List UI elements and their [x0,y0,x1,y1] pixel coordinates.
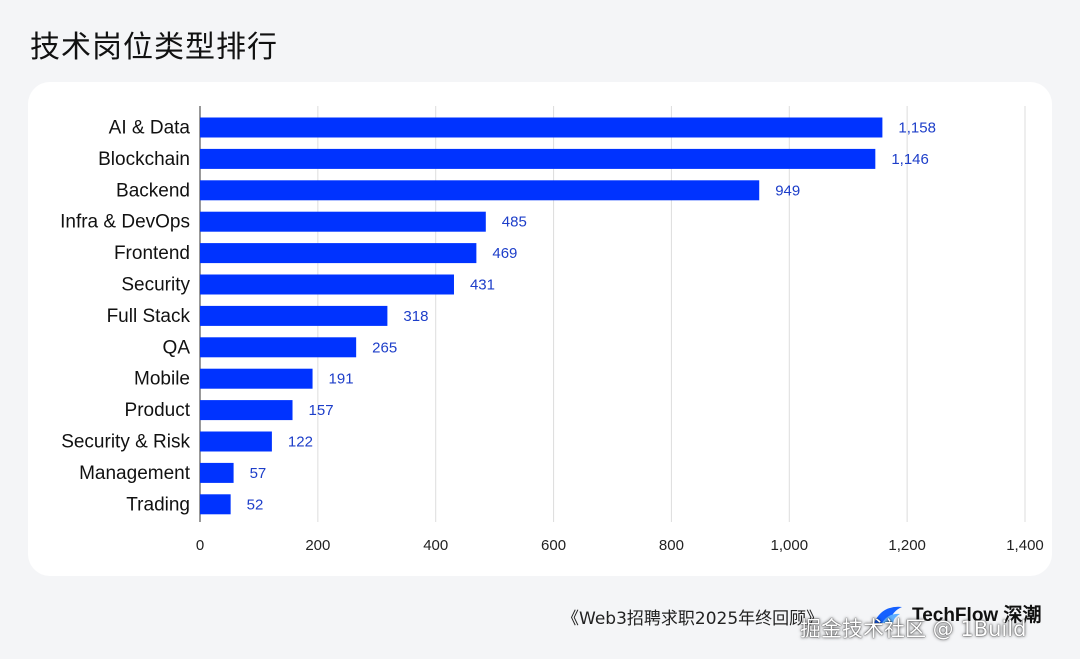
category-label: AI & Data [109,118,191,139]
category-label: Security & Risk [61,432,190,453]
category-label: Backend [116,180,190,201]
x-tick-label: 200 [305,537,330,554]
category-label: Trading [126,494,190,515]
value-label: 485 [502,214,527,231]
bar [200,274,454,295]
category-label: Product [125,400,191,421]
category-label: Infra & DevOps [60,212,190,233]
x-tick-label: 1,200 [888,537,926,554]
value-label: 191 [329,371,354,388]
x-tick-label: 0 [196,537,204,554]
value-label: 157 [309,402,334,419]
category-label: Frontend [114,243,190,264]
x-tick-label: 600 [541,537,566,554]
chart-title: 技术岗位类型排行 [30,30,278,65]
category-label: Management [79,463,191,484]
value-label: 57 [250,465,267,482]
value-label: 949 [775,182,800,199]
x-tick-label: 1,400 [1006,537,1044,554]
x-tick-label: 400 [423,537,448,554]
bar [200,180,760,201]
techflow-logo-icon [874,606,902,623]
x-tick-label: 800 [659,537,684,554]
category-label: Security [121,275,190,296]
brand-name: TechFlow 深潮 [912,605,1042,626]
bar [200,368,313,389]
bar-chart: 0 200 400 600 800 1,000 1,200 1,400 AI & Data 1,1… [60,106,1044,554]
bar [200,431,272,452]
value-label: 318 [403,308,428,325]
bar [200,305,388,326]
value-label: 469 [492,245,517,262]
bar [200,211,486,232]
value-label: 1,158 [898,120,936,137]
category-label: Full Stack [107,306,191,327]
value-label: 265 [372,339,397,356]
bar [200,462,234,483]
bar [200,117,883,138]
value-label: 122 [288,434,313,451]
x-tick-label: 1,000 [771,537,809,554]
source-caption: 《Web3招聘求职2025年终回顾》 [562,609,824,629]
bar [200,148,876,169]
category-label: QA [163,337,191,358]
value-label: 52 [247,496,264,513]
watermark: 掘金技术社区 @ 1Build [800,617,1027,641]
chart-card: 0 200 400 600 800 1,000 1,200 1,400 AI & Data 1,1… [28,82,1052,576]
bar [200,400,293,421]
category-label: Blockchain [98,149,190,170]
brand: TechFlow 深潮 [872,600,1041,627]
value-label: 431 [470,277,495,294]
bar [200,494,231,515]
bar [200,337,357,358]
value-label: 1,146 [891,151,929,168]
bar [200,243,477,264]
category-label: Mobile [134,369,190,390]
